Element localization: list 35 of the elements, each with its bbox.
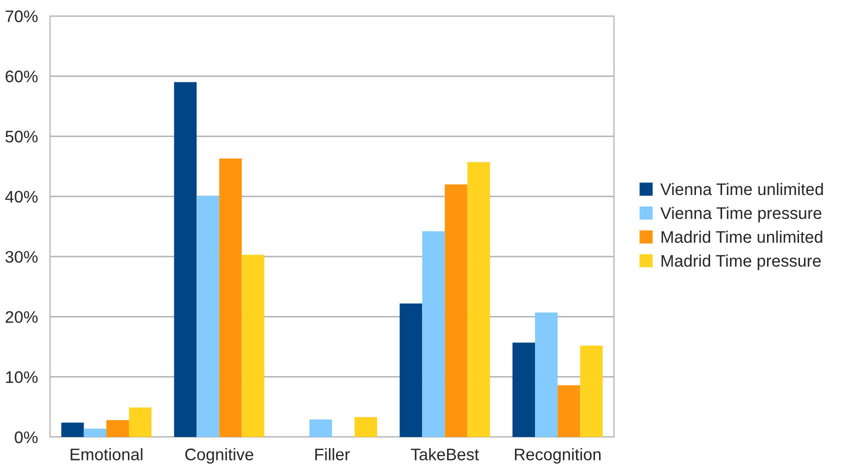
bar bbox=[467, 162, 490, 437]
bar bbox=[354, 417, 378, 437]
x-tick-label: Recognition bbox=[514, 448, 601, 464]
bar bbox=[580, 346, 603, 437]
y-tick-label: 50% bbox=[6, 130, 38, 142]
x-tick-label: Emotional bbox=[70, 448, 142, 460]
y-tick-label: 0% bbox=[14, 431, 38, 444]
y-tick-label: 70% bbox=[6, 10, 38, 22]
bar bbox=[309, 420, 332, 437]
y-tick-label: 40% bbox=[5, 190, 38, 203]
bar bbox=[242, 254, 264, 437]
legend-label: Madrid Time pressure bbox=[662, 254, 821, 270]
bar bbox=[444, 184, 468, 437]
bar bbox=[558, 385, 580, 437]
bar bbox=[84, 428, 106, 437]
bar bbox=[535, 312, 558, 437]
x-tick-label: TakeBest bbox=[410, 448, 479, 460]
bar bbox=[174, 82, 197, 437]
legend-label: Madrid Time unlimited bbox=[662, 230, 822, 243]
bar bbox=[61, 422, 84, 437]
x-tick-label: Cognitive bbox=[185, 448, 254, 464]
y-tick-label: 10% bbox=[6, 371, 38, 384]
bar bbox=[219, 158, 242, 437]
y-tick-label: 60% bbox=[6, 70, 38, 82]
bar bbox=[196, 196, 220, 437]
bar bbox=[128, 408, 152, 437]
bar bbox=[106, 420, 129, 437]
bar bbox=[400, 303, 422, 437]
y-tick-label: 20% bbox=[6, 311, 38, 323]
bar bbox=[512, 342, 536, 437]
y-tick-label: 30% bbox=[5, 250, 38, 263]
x-tick-label: Filler bbox=[315, 448, 350, 460]
legend-label: Vienna Time pressure bbox=[660, 206, 822, 222]
legend-label: Vienna Time unlimited bbox=[660, 182, 823, 196]
bar bbox=[422, 231, 445, 437]
